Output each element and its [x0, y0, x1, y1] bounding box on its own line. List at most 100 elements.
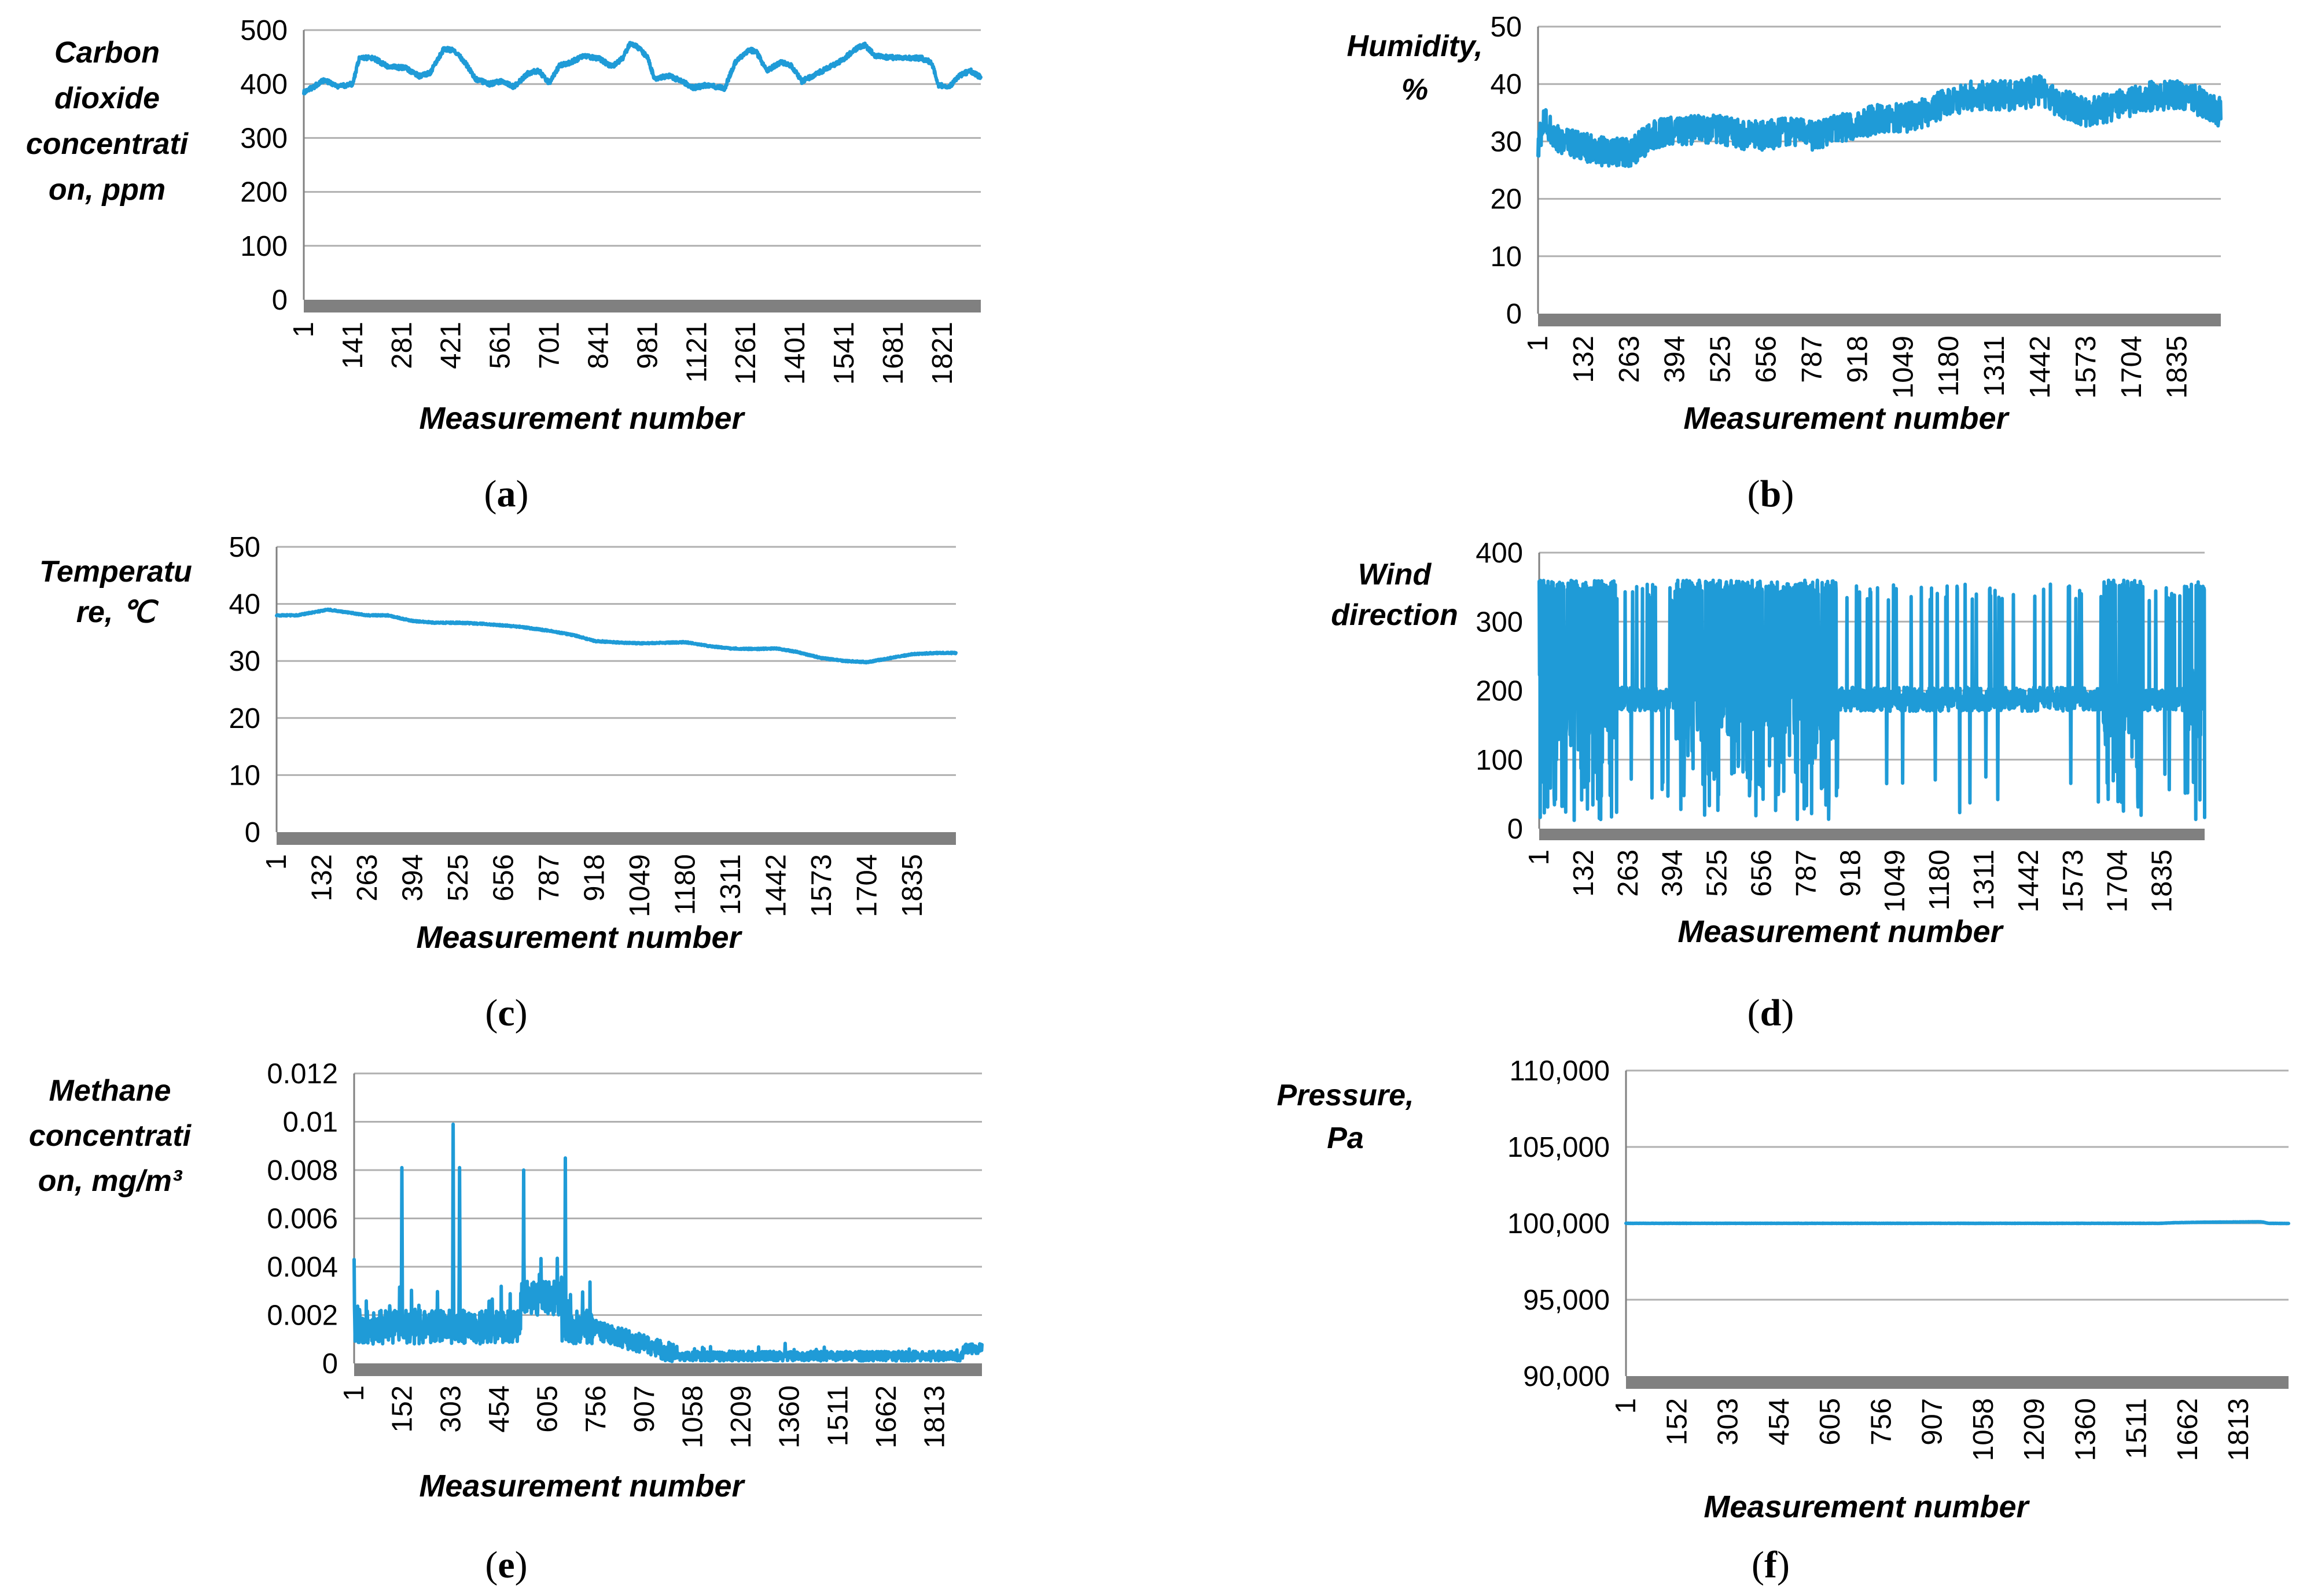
panel-e-x-tick-label: 1813 [919, 1385, 951, 1448]
panel-d-x-axis-bar [1539, 829, 2205, 840]
panel-d-x-tick-label: 1704 [2102, 850, 2133, 913]
panel-c-x-tick-label: 394 [398, 854, 429, 902]
panel-a: Carbon dioxide concentrati on, ppm 0 100 2… [26, 15, 983, 515]
panel-a-x-tick-label: 1681 [878, 322, 909, 385]
panel-d-ylabel-line-1: Wind [1358, 558, 1432, 591]
panel-e-x-tick-label: 605 [532, 1385, 564, 1433]
panel-b-x-tick-label: 1 [1522, 336, 1554, 351]
panel-a-x-tick-label: 1821 [927, 322, 958, 385]
panel-c-series-line [275, 607, 958, 665]
panel-e-series-line [352, 1122, 984, 1363]
panel-f-x-tick-label: 454 [1764, 1398, 1795, 1446]
panel-c-y-tick-label: 10 [229, 760, 260, 791]
panel-e-y-tick-label: 0.002 [267, 1300, 338, 1332]
panel-d-y-tick-label: 200 [1476, 676, 1523, 707]
panel-d-x-tick-label: 525 [1702, 850, 1733, 897]
panel-a-x-tick-label: 1 [288, 322, 319, 337]
panel-f-x-tick-label: 756 [1866, 1398, 1897, 1446]
panel-c-y-tick-label: 30 [229, 646, 260, 677]
panel-f-ylabel-line-2: Pa [1327, 1121, 1364, 1155]
panel-d-x-tick-label: 1049 [1879, 850, 1911, 913]
panel-c-ylabel-line-1: Temperatu [39, 555, 192, 589]
panel-e-x-tick-label: 1662 [871, 1385, 902, 1448]
panel-d-x-tick-label: 394 [1657, 850, 1688, 897]
panel-e-plot: 0 0.002 0.004 0.006 0.008 0.01 0.012 1 152 303 454… [267, 1058, 984, 1448]
panel-a-x-tick-label: 1261 [730, 322, 761, 385]
panel-f-y-tick-label: 100,000 [1507, 1208, 1610, 1240]
panel-d-series-line [1537, 578, 2206, 822]
panel-b-x-tick-label: 1049 [1888, 336, 1919, 399]
panel-c-x-tick-label: 1704 [852, 854, 883, 917]
panel-c-x-tick-label: 1442 [761, 854, 792, 917]
panel-a-ylabel-line-1: Carbon [54, 36, 160, 69]
panel-a-x-tick-label: 421 [436, 322, 467, 369]
panel-c-x-tick-label: 656 [488, 854, 520, 902]
panel-a-x-tick-label: 1121 [681, 322, 712, 383]
panel-b-y-tick-label: 20 [1490, 184, 1522, 215]
panel-e-xlabel: Measurement number [419, 1469, 745, 1503]
panel-f-x-tick-label: 605 [1815, 1398, 1846, 1446]
panel-a-y-tick-label: 500 [240, 15, 288, 46]
panel-b-y-tick-label: 30 [1490, 126, 1522, 157]
panel-c-y-tick-label: 0 [245, 817, 260, 848]
panel-b-plot: 0 10 20 30 40 50 1 132 263 394 525 656 787 918 1049 118… [1490, 12, 2223, 399]
panel-e-x-tick-label: 756 [580, 1385, 612, 1433]
panel-d-x-tick-label: 787 [1790, 850, 1822, 897]
panel-e-x-tick-label: 1 [339, 1385, 370, 1401]
panel-d-x-tick-label: 1180 [1924, 850, 1955, 910]
panel-d-x-tick-label: 1835 [2147, 850, 2178, 913]
panel-d: Wind direction 0 100 200 300 400 1 132 263 394 52… [1331, 538, 2206, 1034]
panel-b-x-tick-label: 1180 [1933, 336, 1964, 396]
panel-d-y-tick-label: 0 [1507, 814, 1523, 845]
panel-e-ylabel-line-3: on, mg/m³ [38, 1164, 183, 1198]
panel-a-y-tick-label: 0 [272, 285, 288, 316]
panel-d-x-tick-label: 918 [1835, 850, 1866, 897]
panel-d-plot: 0 100 200 300 400 1 132 263 394 525 656 787 918 1049 1… [1476, 538, 2206, 913]
panel-c: Temperatu re, ℃ 0 10 20 30 40 50 1 132 263 394 525… [39, 532, 958, 1034]
panel-a-y-tick-label: 200 [240, 177, 288, 208]
panel-b-y-tick-label: 50 [1490, 12, 1522, 43]
panel-b-x-tick-label: 1835 [2162, 336, 2193, 399]
panel-b-x-tick-label: 918 [1842, 336, 1873, 383]
panel-f-x-tick-label: 1662 [2172, 1398, 2203, 1461]
panel-d-ylabel-line-2: direction [1331, 598, 1458, 632]
panel-e-x-axis-bar [354, 1363, 982, 1376]
panel-e-y-tick-label: 0.006 [267, 1204, 338, 1235]
panel-a-y-tick-label: 100 [240, 231, 288, 262]
panel-a-x-tick-label: 561 [485, 322, 516, 369]
panel-b-x-tick-label: 525 [1705, 336, 1737, 383]
panel-c-y-tick-label: 50 [229, 532, 260, 563]
panel-f-y-tick-label: 90,000 [1523, 1361, 1610, 1392]
panel-e-ylabel-line-2: concentrati [29, 1119, 192, 1153]
panel-e-y-tick-label: 0.01 [283, 1107, 338, 1138]
panel-c-y-tick-label: 40 [229, 589, 260, 620]
panel-e-x-tick-label: 1209 [726, 1385, 757, 1448]
panel-f-y-tick-label: 110,000 [1510, 1056, 1610, 1087]
panel-d-xlabel: Measurement number [1677, 914, 2004, 949]
panel-a-y-tick-label: 400 [240, 69, 288, 100]
panel-a-ylabel-line-2: dioxide [54, 82, 160, 115]
panel-e-x-tick-label: 1360 [774, 1385, 805, 1448]
panel-c-x-axis-bar [277, 832, 956, 845]
panel-e-x-tick-label: 907 [629, 1385, 660, 1433]
panel-a-x-axis-bar [304, 300, 981, 312]
panel-d-y-tick-label: 400 [1476, 538, 1523, 569]
panel-f-x-tick-label: 1209 [2019, 1398, 2050, 1461]
panel-b-x-tick-label: 1573 [2070, 336, 2102, 399]
panel-b-x-tick-label: 394 [1660, 336, 1691, 383]
panel-b-x-tick-label: 787 [1796, 336, 1827, 383]
panel-b-x-tick-label: 656 [1751, 336, 1782, 383]
panel-c-xlabel: Measurement number [416, 920, 742, 955]
panel-d-x-tick-label: 1442 [2013, 850, 2044, 913]
panel-c-x-tick-label: 1180 [670, 854, 701, 915]
panel-d-x-tick-label: 656 [1746, 850, 1778, 897]
panel-a-x-tick-label: 981 [632, 322, 663, 369]
panel-c-caption: (c) [485, 992, 527, 1034]
panel-c-x-tick-label: 787 [534, 854, 565, 902]
panel-b: Humidity, % 0 10 20 30 40 50 1 132 263 394 525 656 7… [1347, 12, 2223, 515]
panel-e-y-tick-label: 0.004 [267, 1252, 338, 1283]
panel-c-x-tick-label: 1573 [806, 854, 837, 917]
panel-a-x-tick-label: 1541 [829, 322, 860, 385]
panel-c-x-tick-label: 918 [579, 854, 610, 902]
